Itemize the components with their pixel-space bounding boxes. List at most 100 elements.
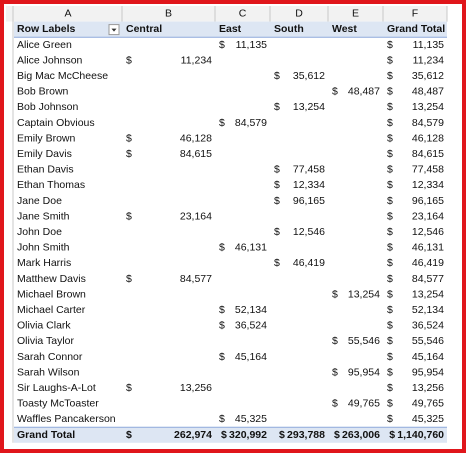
cell-amount: 13,254: [412, 288, 444, 300]
row-label: Captain Obvious: [17, 117, 95, 129]
cell-amount: 48,487: [348, 86, 380, 98]
cell-amount: 13,254: [293, 101, 325, 113]
cell-currency: $: [387, 54, 393, 66]
cell-currency: $: [219, 117, 225, 129]
cell-currency: $: [387, 195, 393, 207]
cell-currency: $: [332, 335, 338, 347]
cell-amount: 45,325: [412, 413, 444, 425]
column-header-bar: [6, 6, 447, 22]
row-label: Grand Total: [17, 429, 75, 441]
cell-amount: 11,234: [181, 54, 212, 66]
cell-currency: $: [389, 429, 395, 441]
cell-currency: $: [387, 320, 393, 332]
cell-currency: $: [274, 164, 280, 176]
cell-currency: $: [387, 273, 393, 285]
cell-amount: 11,234: [413, 54, 444, 66]
cell-currency: $: [387, 226, 393, 238]
row-label: Big Mac McCheese: [17, 70, 108, 82]
cell-currency: $: [219, 413, 225, 425]
row-label: Emily Davis: [17, 148, 72, 160]
cell-amount: 77,458: [293, 164, 325, 176]
cell-currency: $: [332, 288, 338, 300]
cell-currency: $: [387, 242, 393, 254]
cell-currency: $: [274, 101, 280, 113]
cell-currency: $: [274, 195, 280, 207]
header-cell: Row Labels: [17, 23, 76, 35]
cell-currency: $: [387, 164, 393, 176]
row-label: Toasty McToaster: [17, 398, 99, 410]
cell-currency: $: [126, 429, 132, 441]
row-label: Sir Laughs-A-Lot: [17, 382, 96, 394]
cell-amount: 12,546: [412, 226, 444, 238]
cell-currency: $: [126, 54, 132, 66]
cell-currency: $: [387, 39, 393, 51]
cell-currency: $: [219, 304, 225, 316]
header-cell: Grand Total: [387, 23, 445, 35]
cell-currency: $: [334, 429, 340, 441]
column-letter: C: [239, 8, 247, 20]
cell-currency: $: [126, 382, 132, 394]
row-label: Bob Brown: [17, 86, 69, 98]
cell-currency: $: [126, 210, 132, 222]
cell-amount: 46,419: [293, 257, 325, 269]
cell-amount: 35,612: [412, 70, 444, 82]
cell-currency: $: [126, 132, 132, 144]
header-cell: East: [219, 23, 242, 35]
row-label: Jane Smith: [17, 210, 70, 222]
cell-amount: 48,487: [412, 86, 444, 98]
cell-amount: 262,974: [174, 429, 212, 441]
cell-amount: 77,458: [412, 164, 444, 176]
cell-amount: 95,954: [412, 366, 444, 378]
cell-amount: 84,579: [235, 117, 267, 129]
cell-amount: 45,164: [235, 351, 267, 363]
cell-currency: $: [387, 382, 393, 394]
cell-amount: 320,992: [229, 429, 267, 441]
filter-arrow: [111, 28, 117, 32]
cell-amount: 46,419: [412, 257, 444, 269]
cell-amount: 49,765: [412, 398, 444, 410]
cell-currency: $: [219, 242, 225, 254]
cell-currency: $: [219, 351, 225, 363]
cell-amount: 11,135: [413, 39, 444, 51]
cell-amount: 12,334: [412, 179, 444, 191]
cell-currency: $: [387, 413, 393, 425]
cell-currency: $: [332, 398, 338, 410]
cell-amount: 12,546: [293, 226, 325, 238]
cell-currency: $: [387, 86, 393, 98]
column-letter: A: [64, 8, 71, 20]
row-label: Alice Johnson: [17, 54, 83, 66]
cell-currency: $: [387, 132, 393, 144]
row-label: Ethan Davis: [17, 164, 74, 176]
cell-amount: 52,134: [235, 304, 267, 316]
cell-amount: 36,524: [235, 320, 267, 332]
cell-amount: 293,788: [287, 429, 325, 441]
cell-currency: $: [332, 366, 338, 378]
column-letter: B: [165, 8, 172, 20]
row-label: Olivia Clark: [17, 320, 71, 332]
cell-amount: 46,128: [180, 132, 212, 144]
cell-amount: 13,254: [348, 288, 380, 300]
column-letter: D: [295, 8, 303, 20]
cell-currency: $: [274, 179, 280, 191]
cell-currency: $: [274, 257, 280, 269]
cell-amount: 55,546: [348, 335, 380, 347]
cell-amount: 35,612: [293, 70, 325, 82]
row-label: Mark Harris: [17, 257, 71, 269]
header-cell: South: [274, 23, 304, 35]
cell-currency: $: [387, 210, 393, 222]
cell-currency: $: [221, 429, 227, 441]
cell-currency: $: [387, 335, 393, 347]
row-label: Olivia Taylor: [17, 335, 74, 347]
column-letter: E: [352, 8, 359, 20]
row-label: Michael Carter: [17, 304, 86, 316]
cell-currency: $: [387, 398, 393, 410]
cell-amount: 55,546: [412, 335, 444, 347]
cell-amount: 13,254: [412, 101, 444, 113]
row-label: Jane Doe: [17, 195, 62, 207]
row-label: Alice Green: [17, 39, 72, 51]
cell-amount: 46,131: [412, 242, 444, 254]
column-letter: F: [412, 8, 418, 20]
cell-currency: $: [274, 70, 280, 82]
